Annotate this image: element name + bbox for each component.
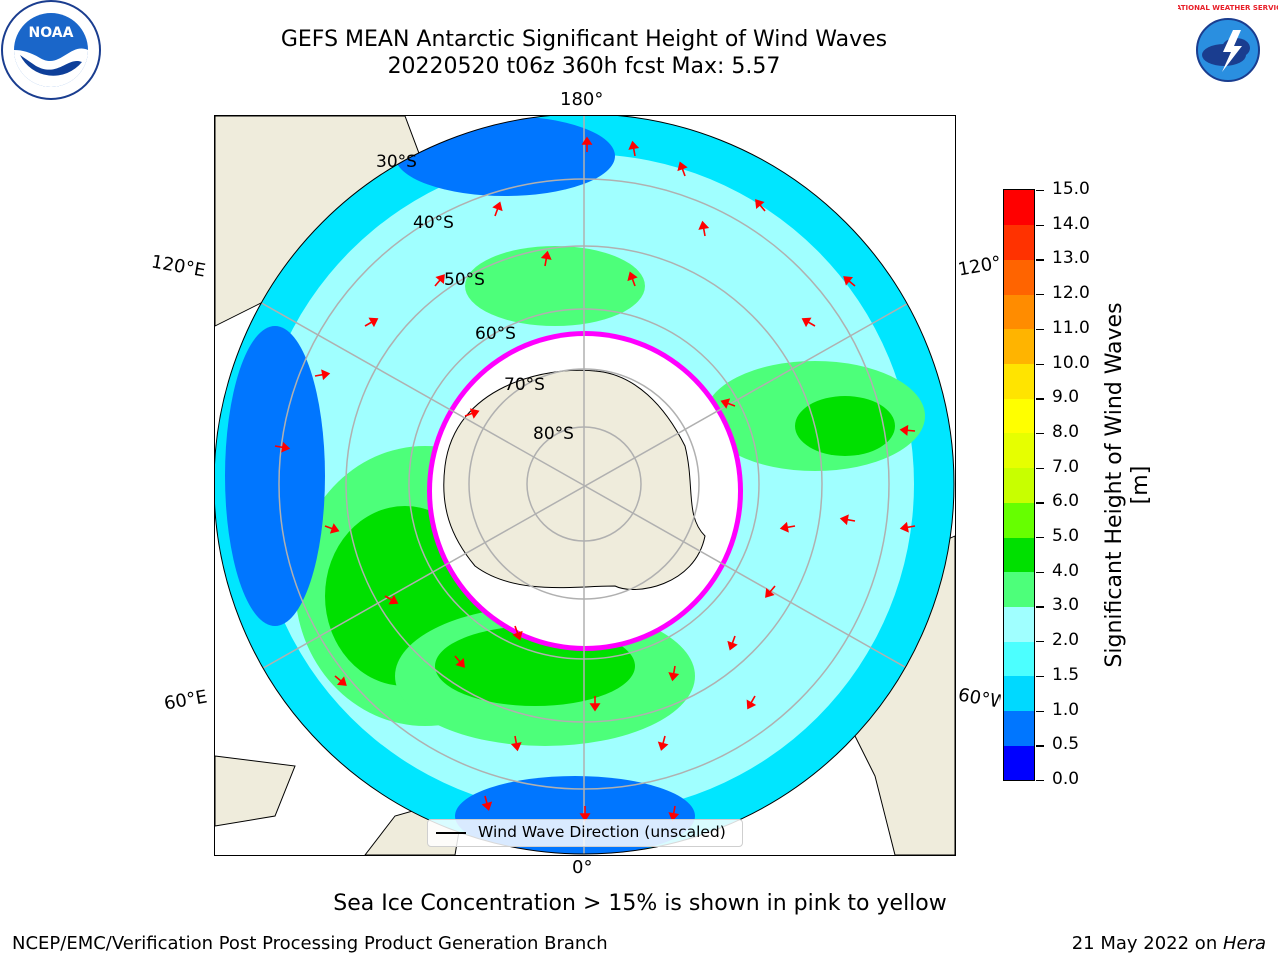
lon-label-120w: 120°W xyxy=(956,252,1002,281)
colorbar-tick-label: 0.5 xyxy=(1052,734,1080,755)
lon-label-60e: 60°E xyxy=(162,686,209,715)
colorbar-tick-label: 9.0 xyxy=(1052,387,1080,408)
antarctic-map xyxy=(215,116,955,855)
colorbar-tick xyxy=(1036,363,1044,365)
colorbar-segment xyxy=(1004,467,1034,503)
colorbar-segment xyxy=(1004,745,1034,781)
colorbar-tick-label: 2.0 xyxy=(1052,630,1080,651)
colorbar-tick-label: 1.0 xyxy=(1052,699,1080,720)
colorbar-segment xyxy=(1004,710,1034,746)
lat-label-80s: 80°S xyxy=(533,424,574,444)
colorbar-tick-label: 11.0 xyxy=(1052,317,1090,338)
colorbar-tick-label: 14.0 xyxy=(1052,213,1090,234)
colorbar-segment xyxy=(1004,675,1034,712)
colorbar-segment xyxy=(1004,571,1034,607)
colorbar-segment xyxy=(1004,537,1034,573)
colorbar-tick xyxy=(1036,780,1044,782)
colorbar-segment xyxy=(1004,398,1034,434)
colorbar-tick xyxy=(1036,606,1044,608)
lat-label-40s: 40°S xyxy=(413,213,454,233)
wave-field xyxy=(215,116,954,854)
colorbar-tick xyxy=(1036,537,1044,539)
nws-logo-text: NATIONAL WEATHER SERVICE xyxy=(1178,4,1278,12)
colorbar-segment xyxy=(1004,294,1034,330)
colorbar-tick xyxy=(1036,259,1044,261)
colorbar-tick xyxy=(1036,502,1044,504)
colorbar-tick xyxy=(1036,675,1044,678)
colorbar-tick xyxy=(1036,398,1044,400)
footer-credit: NCEP/EMC/Verification Post Processing Pr… xyxy=(12,933,608,954)
colorbar-tick xyxy=(1036,571,1044,574)
lon-label-120e: 120°E xyxy=(149,251,208,282)
colorbar-segment xyxy=(1004,328,1034,365)
colorbar xyxy=(1003,189,1035,781)
colorbar-tick-label: 10.0 xyxy=(1052,352,1090,373)
colorbar-tick xyxy=(1036,467,1044,469)
colorbar-tick xyxy=(1036,294,1044,296)
footer-host: Hera xyxy=(1222,933,1266,954)
wind-wave-arrows xyxy=(274,136,916,822)
lat-label-50s: 50°S xyxy=(444,270,485,290)
lat-label-60s: 60°S xyxy=(475,324,516,344)
colorbar-segment xyxy=(1004,363,1034,399)
lat-label-70s: 70°S xyxy=(504,375,545,395)
colorbar-title: Significant Height of Wind Waves [m] xyxy=(1102,302,1153,668)
colorbar-tick-label: 4.0 xyxy=(1052,560,1080,581)
lon-label-180: 180° xyxy=(560,89,604,110)
colorbar-tick-label: 13.0 xyxy=(1052,248,1090,269)
sea-ice-note: Sea Ice Concentration > 15% is shown in … xyxy=(333,891,947,916)
colorbar-tick-label: 0.0 xyxy=(1052,769,1080,789)
colorbar-tick xyxy=(1036,224,1044,226)
colorbar-segment xyxy=(1004,224,1034,260)
colorbar-segment xyxy=(1004,641,1034,677)
colorbar-tick-label: 1.5 xyxy=(1052,664,1080,685)
colorbar-tick xyxy=(1036,328,1044,331)
map-legend: Wind Wave Direction (unscaled) xyxy=(427,819,743,847)
colorbar-segment xyxy=(1004,259,1034,295)
footer-date-text: 21 May 2022 on xyxy=(1071,933,1223,954)
colorbar-segment xyxy=(1004,502,1034,538)
lon-label-0: 0° xyxy=(572,857,593,878)
colorbar-tick xyxy=(1036,641,1044,643)
colorbar-segment xyxy=(1004,606,1034,642)
lat-label-30s: 30°S xyxy=(376,152,417,172)
colorbar-tick-label: 7.0 xyxy=(1052,456,1080,477)
chart-subtitle: 20220520 t06z 360h fcst Max: 5.57 xyxy=(387,54,781,79)
colorbar-tick-label: 12.0 xyxy=(1052,283,1090,304)
legend-line-swatch xyxy=(436,832,466,834)
colorbar-tick xyxy=(1036,745,1044,747)
lon-label-60w: 60°W xyxy=(956,684,1002,713)
noaa-logo-text: NOAA xyxy=(29,25,74,41)
nws-logo: NATIONAL WEATHER SERVICE xyxy=(1178,4,1278,96)
legend-label: Wind Wave Direction (unscaled) xyxy=(478,823,726,841)
noaa-logo: NOAA xyxy=(1,0,101,100)
colorbar-tick xyxy=(1036,710,1044,712)
footer-date: 21 May 2022 on Hera xyxy=(1072,933,1266,954)
colorbar-segment xyxy=(1004,432,1034,469)
colorbar-tick xyxy=(1036,190,1044,192)
colorbar-tick-label: 6.0 xyxy=(1052,491,1080,512)
map-panel: Wind Wave Direction (unscaled) xyxy=(214,115,956,856)
colorbar-segment xyxy=(1004,190,1034,226)
colorbar-tick-label: 3.0 xyxy=(1052,595,1080,616)
colorbar-tick-label: 15.0 xyxy=(1052,179,1090,199)
colorbar-tick-label: 5.0 xyxy=(1052,526,1080,547)
chart-title: GEFS MEAN Antarctic Significant Height o… xyxy=(280,27,888,52)
colorbar-tick xyxy=(1036,432,1044,435)
colorbar-tick-label: 8.0 xyxy=(1052,421,1080,442)
